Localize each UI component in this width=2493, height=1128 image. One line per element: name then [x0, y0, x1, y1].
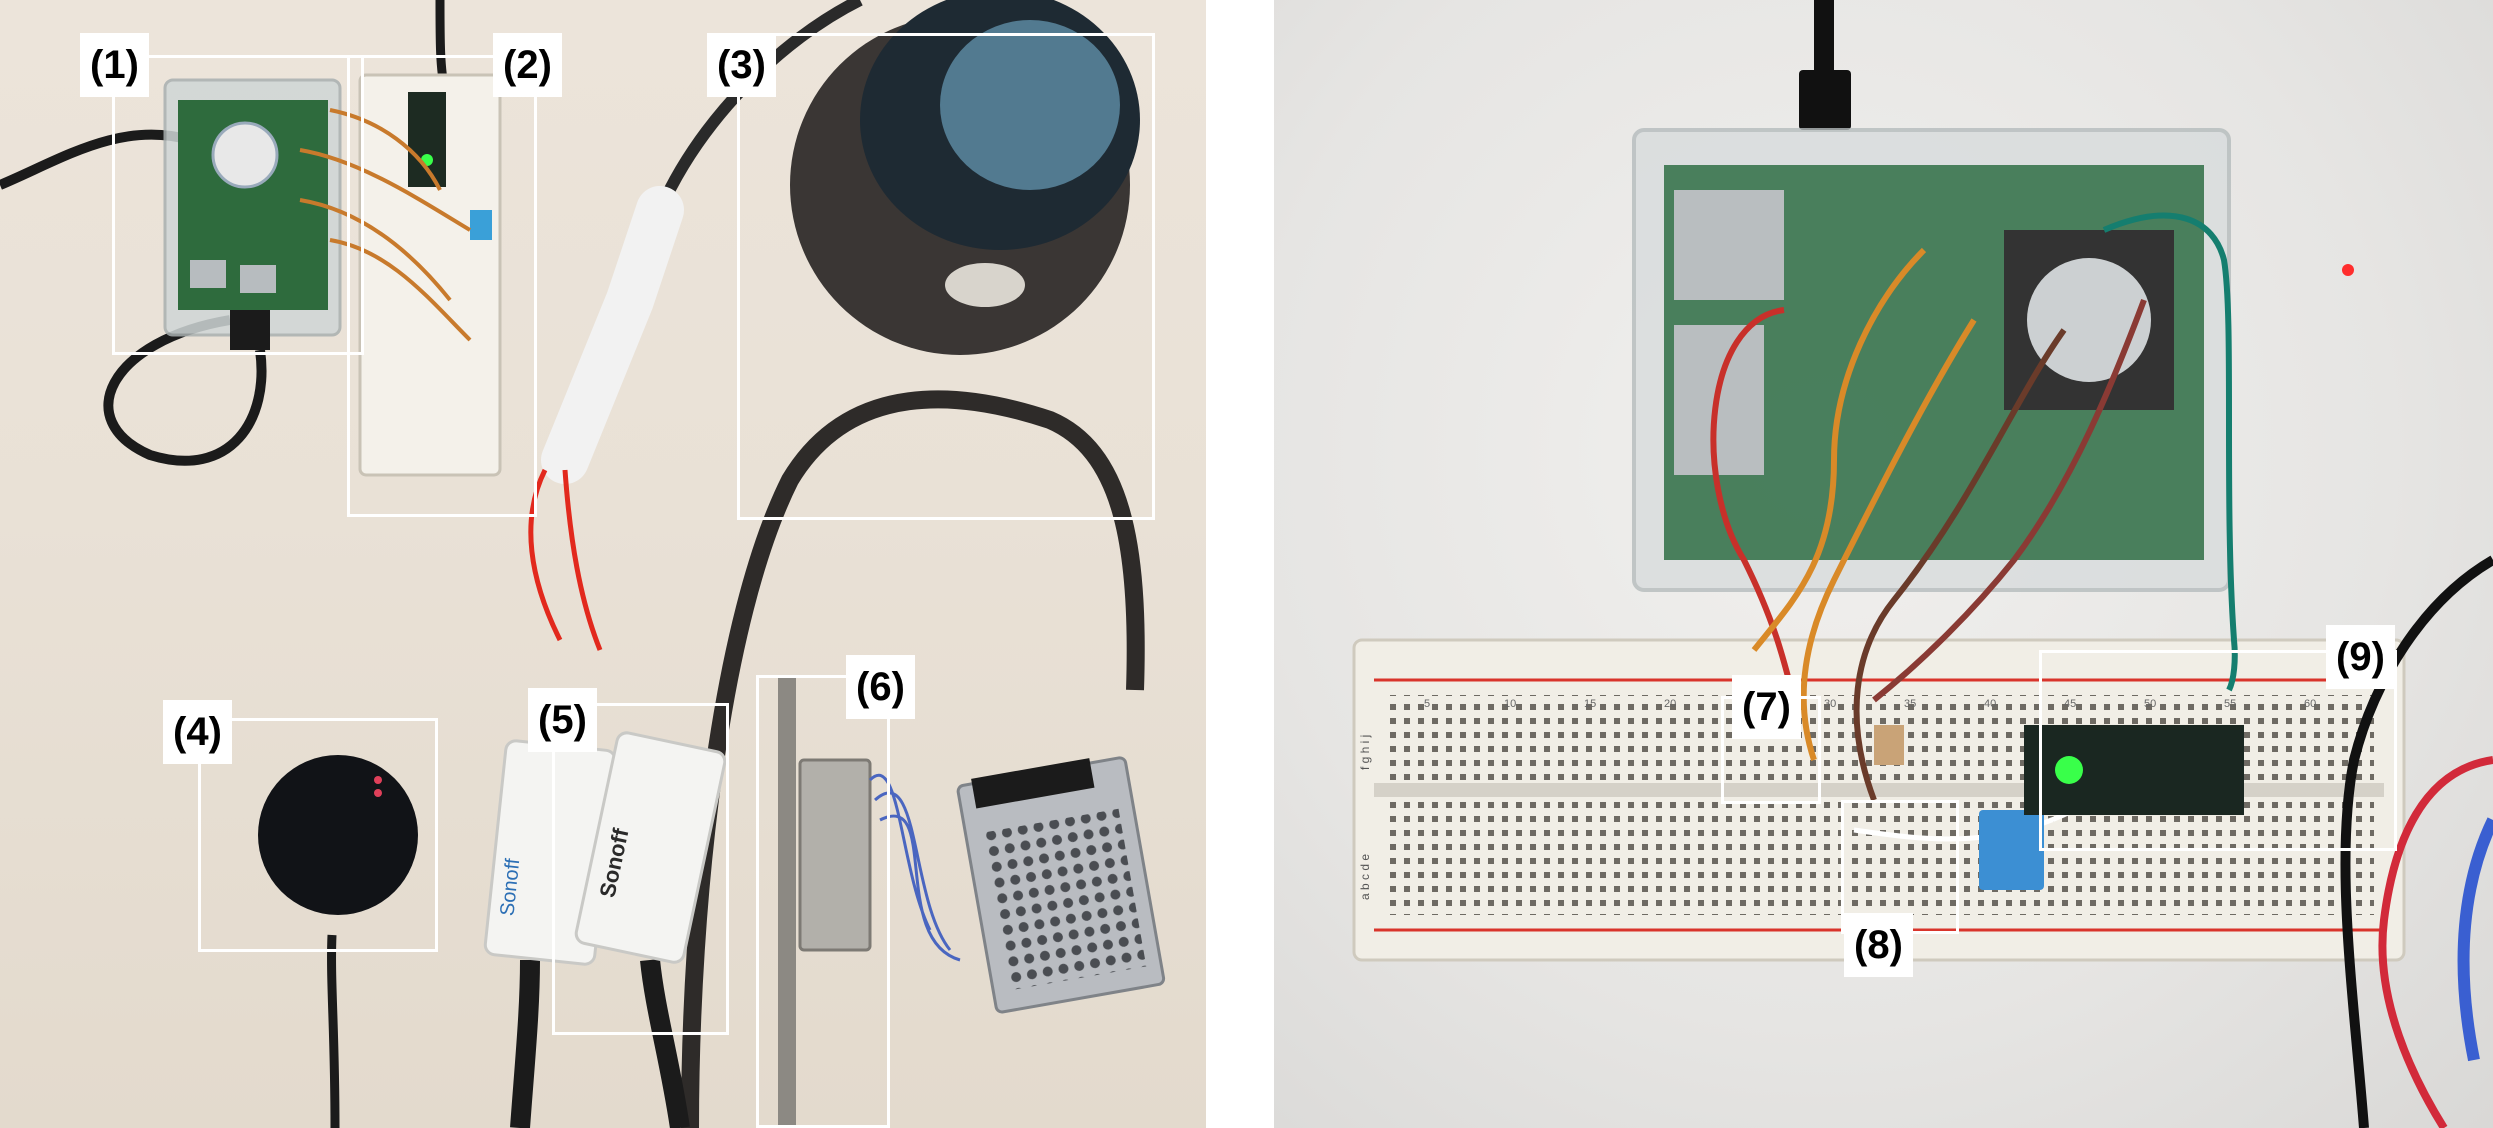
wire-white [1853, 807, 2076, 842]
sonoff-switch-2: Sonoff [574, 731, 727, 964]
label-3: (3) [707, 33, 776, 97]
white-plug [541, 186, 684, 484]
label-9: (9) [2326, 625, 2395, 689]
breadboard-number: 40 [1984, 698, 1996, 710]
breadboard-number: 35 [1904, 698, 1916, 710]
box-9 [2039, 650, 2397, 851]
breadboard-number: 50 [2144, 698, 2156, 710]
sonoff-cable-1 [510, 959, 540, 1128]
label-5: (5) [528, 688, 597, 752]
label-4: (4) [163, 700, 232, 764]
dht-sensor [1979, 810, 2044, 890]
door-strike [798, 758, 872, 952]
wire-orange-2 [1800, 318, 1977, 761]
fan-icon-right [2027, 258, 2151, 382]
jumper-wires-left [299, 108, 472, 342]
cable-red-right [2378, 756, 2493, 1128]
sensor-cable [327, 934, 340, 1128]
box-1 [112, 55, 364, 355]
wire-brown [1853, 328, 2067, 802]
box-2 [347, 55, 537, 517]
power-supply [956, 756, 1166, 1014]
breadboard-number: 20 [1664, 698, 1676, 710]
ldr-sensor [1874, 725, 1904, 765]
power-plug [1799, 70, 1851, 130]
wire-orange-1 [1751, 247, 1927, 652]
wire-red [1710, 307, 1797, 701]
row-letters-bottom: a b c d e [1358, 854, 1372, 900]
breadboard-number: 10 [1504, 698, 1516, 710]
box-6 [756, 675, 890, 1128]
led-green-right [2055, 756, 2083, 784]
sensor-blue-left [470, 210, 492, 240]
breadboard-number: 45 [2064, 698, 2076, 710]
left-photo-panel: Sonoff Sonoff (1) (2) (3) (4) (5) (6) [0, 0, 1206, 1128]
breadboard-number: 55 [2224, 698, 2236, 710]
box-3 [737, 33, 1155, 520]
wire-teal [2102, 212, 2238, 692]
right-photo-panel: f g h i j a b c d e 51015202530354045505… [1274, 0, 2493, 1128]
label-1: (1) [80, 33, 149, 97]
power-cable-loop [103, 315, 267, 466]
red-wires [528, 468, 603, 651]
door-strike-plate [778, 675, 796, 1128]
box-4 [198, 718, 438, 952]
left-photo: Sonoff Sonoff [0, 0, 1166, 1128]
ethernet-port [1674, 190, 1784, 300]
label-8: (8) [1844, 913, 1913, 977]
breadboard-number: 15 [1584, 698, 1596, 710]
sonoff-cable-2 [640, 959, 690, 1128]
wire-darkred [1872, 298, 2147, 703]
cable-blue-right [2457, 817, 2493, 1062]
box-5 [552, 703, 729, 1035]
breadboard-number: 30 [1824, 698, 1836, 710]
label-6: (6) [846, 655, 915, 719]
row-letters-top: f g h i j [1358, 735, 1372, 770]
right-photo: f g h i j a b c d e 51015202530354045505… [1352, 0, 2493, 1128]
label-7: (7) [1732, 675, 1801, 739]
cable-black-right [2340, 555, 2493, 1128]
breadboard-number: 60 [2304, 698, 2316, 710]
pi-led [2342, 264, 2354, 276]
fan-icon [211, 121, 279, 189]
breadboard-number: 5 [1424, 698, 1430, 710]
lamp-switch [945, 263, 1025, 307]
label-2: (2) [493, 33, 562, 97]
